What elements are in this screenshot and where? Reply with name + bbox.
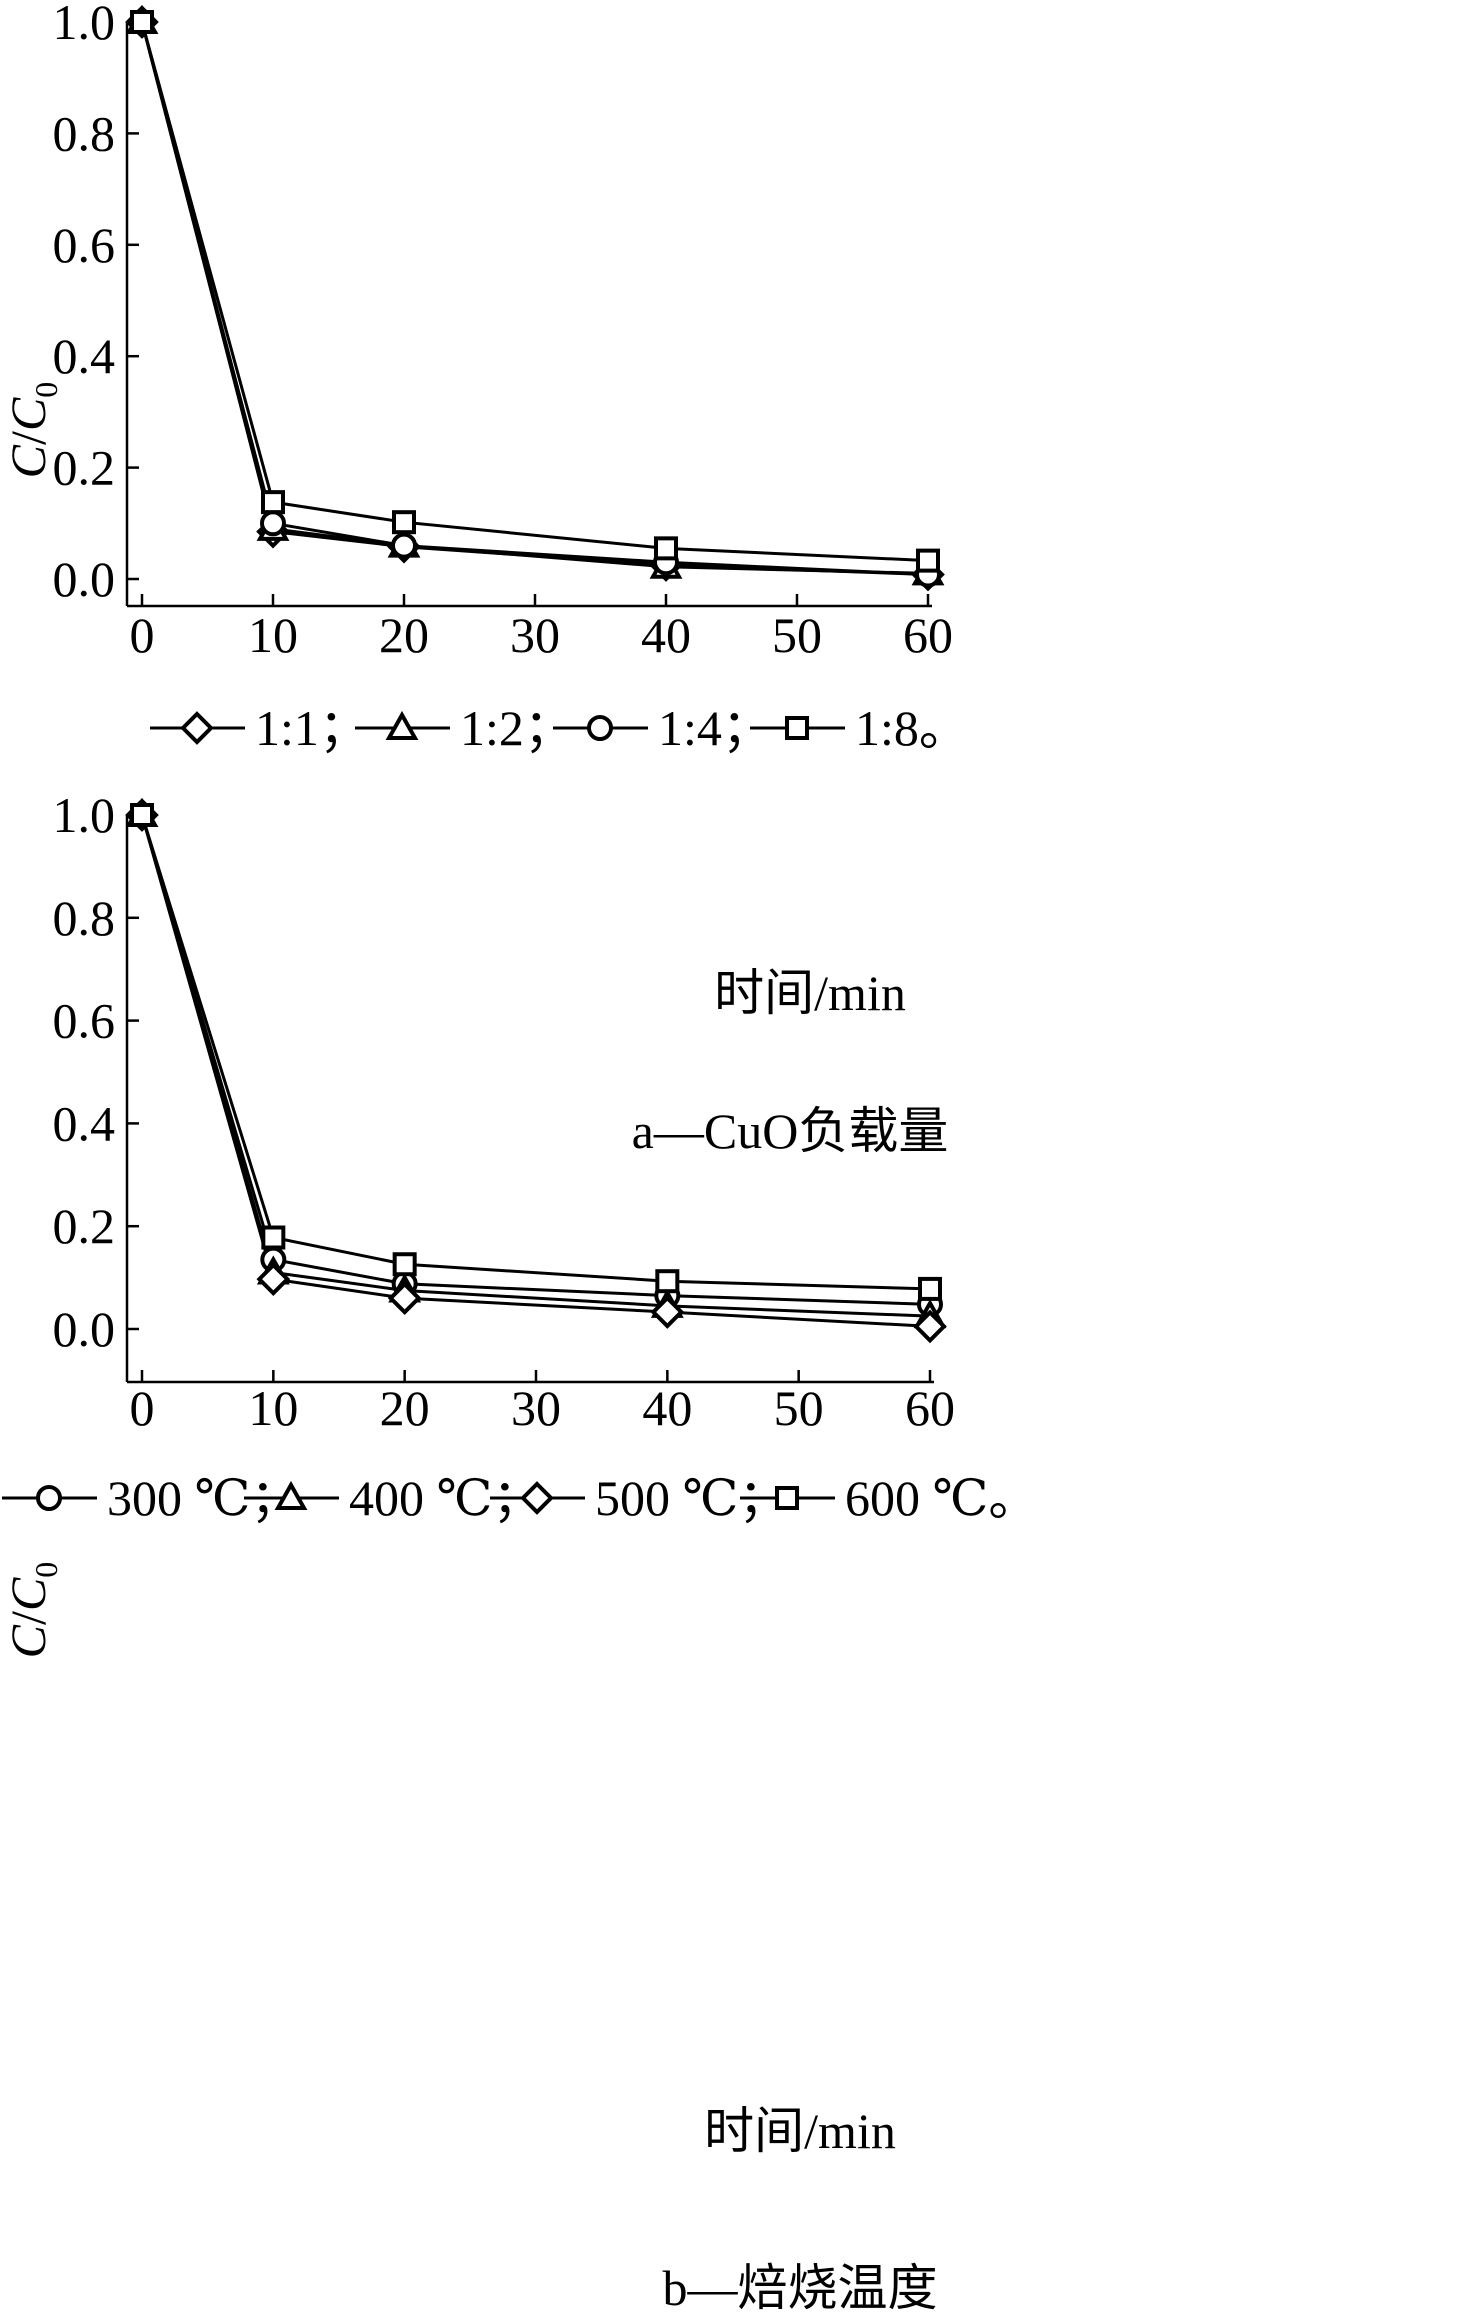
chart-a-y-label-c: C — [0, 444, 56, 478]
chart-b-y-tick-label: 1.0 — [53, 787, 116, 843]
chart-a-series-line-3 — [140, 21, 929, 577]
chart-a-plot — [125, 4, 945, 592]
chart-a-x-tick-label: 20 — [379, 607, 429, 663]
chart-a-legend-marker-3 — [587, 715, 613, 741]
chart-b-series-line-2 — [140, 814, 931, 1318]
chart-b-y-axis-label: C/C0 — [0, 1562, 64, 1659]
chart-a-y-label-sep: / — [0, 431, 56, 445]
chart-b-x-tick-label: 40 — [642, 1380, 692, 1436]
chart-a-caption: a—CuO负载量 — [632, 1103, 949, 1159]
chart-a-series-4-point — [392, 510, 416, 535]
chart-a-legend-label-1: 1:1； — [255, 700, 369, 756]
chart-b-series-line-3 — [140, 814, 931, 1328]
chart-b-plot — [125, 797, 947, 1344]
chart-b-x-tick-label: 50 — [774, 1380, 824, 1436]
chart-a-x-tick-label: 0 — [130, 607, 155, 663]
chart-b-y-label-c: C — [0, 1624, 56, 1658]
chart-a-series-4-point — [916, 548, 940, 573]
chart-a-y-axis-label: C/C0 — [0, 382, 64, 479]
chart-b-caption: b—焙烧温度 — [663, 2260, 938, 2316]
chart-b: 0.0 0.2 0.4 0.6 0.8 1.0 0 10 20 30 40 50 60 时间/min C… — [0, 787, 1038, 2316]
chart-a-y-label-sub: 0 — [28, 382, 64, 398]
chart-b-x-tick-label: 30 — [511, 1380, 561, 1436]
chart-b-x-tick-label: 0 — [130, 1380, 155, 1436]
chart-a-series-line-1 — [140, 21, 929, 577]
chart-a-series-4-point — [654, 536, 678, 561]
chart-a-y-tick-label: 0.6 — [53, 217, 116, 273]
chart-b-y-tick-label: 0.4 — [53, 1095, 116, 1151]
chart-b-y-tick-label: 0.8 — [53, 890, 116, 946]
chart-b-series-3-point — [387, 1281, 422, 1315]
chart-a-y-tick-label: 0.2 — [53, 440, 116, 496]
chart-a-x-axis-label: 时间/min — [714, 965, 906, 1021]
chart-a-y-tick-label: 0.4 — [53, 328, 116, 384]
chart-a-series-line-2 — [140, 21, 929, 575]
chart-a-x-tick-label: 10 — [248, 607, 298, 663]
chart-b-series-4-point — [918, 1276, 942, 1301]
chart-b-y-tick-label: 0.6 — [53, 993, 116, 1049]
chart-b-series-3-point — [256, 1262, 291, 1296]
chart-b-x-tick-label: 60 — [905, 1380, 955, 1436]
chart-a-legend-marker-4 — [785, 716, 809, 740]
chart-b-series-4-point — [655, 1269, 680, 1294]
chart-a-y-tick-label: 1.0 — [53, 0, 116, 50]
chart-b-x-tick-label: 10 — [248, 1380, 298, 1436]
chart-a-y-label-c0: C — [0, 397, 56, 431]
chart-a-legend-marker-1 — [180, 711, 214, 745]
chart-a-legend-label-4: 1:8。 — [855, 700, 969, 756]
chart-b-x-tick-label: 20 — [380, 1380, 430, 1436]
chart-a-x-tick-label: 40 — [641, 607, 691, 663]
chart-b-legend-marker-3 — [520, 1481, 554, 1515]
chart-a-series-4-point — [261, 490, 285, 515]
chart-b-y-tick-label: 0.0 — [53, 1301, 116, 1357]
chart-b-series-4-point — [261, 1225, 286, 1250]
chart-b-legend-label-4: 600 ℃。 — [845, 1470, 1038, 1526]
chart-b-series-4-point — [130, 803, 154, 827]
chart-b-series-4-point — [392, 1252, 417, 1277]
chart-b-axes: 0.0 0.2 0.4 0.6 0.8 1.0 0 10 20 30 40 50 60 — [53, 787, 956, 1436]
chart-a-x-tick-label: 30 — [510, 607, 560, 663]
chart-b-legend-marker-4 — [775, 1486, 799, 1510]
chart-a-y-tick-label: 0.0 — [53, 551, 116, 607]
chart-a-series-3-point — [260, 510, 286, 537]
chart-b-y-label-c0: C — [0, 1577, 56, 1611]
chart-b-legend: 300 ℃； 400 ℃； 500 ℃； 600 ℃。 — [2, 1470, 1038, 1526]
chart-b-series-3-point — [913, 1309, 947, 1344]
chart-b-series-3-point — [650, 1295, 685, 1329]
chart-a-x-tick-label: 50 — [772, 607, 822, 663]
chart-b-y-label-sub: 0 — [28, 1562, 64, 1578]
chart-a-legend: 1:1； 1:2； 1:4； 1:8。 — [150, 700, 969, 756]
chart-b-x-axis-label: 时间/min — [704, 2103, 896, 2159]
chart-a-series-3-point — [391, 532, 417, 559]
chart-a-x-tick-label: 60 — [903, 607, 953, 663]
chart-a: 0.0 0.2 0.4 0.6 0.8 1.0 0 10 20 30 40 50 60 时间/min C… — [0, 0, 969, 1159]
chart-b-y-tick-label: 0.2 — [53, 1198, 116, 1254]
chart-a-y-tick-label: 0.8 — [53, 105, 116, 161]
chart-a-series-4-point — [130, 10, 154, 34]
chart-b-legend-marker-2 — [274, 1480, 308, 1510]
chart-b-legend-marker-1 — [36, 1485, 62, 1511]
chart-b-y-label-sep: / — [0, 1611, 56, 1625]
chart-a-legend-marker-2 — [385, 710, 419, 740]
chart-a-axes: 0.0 0.2 0.4 0.6 0.8 1.0 0 10 20 30 40 50 60 — [53, 0, 954, 663]
